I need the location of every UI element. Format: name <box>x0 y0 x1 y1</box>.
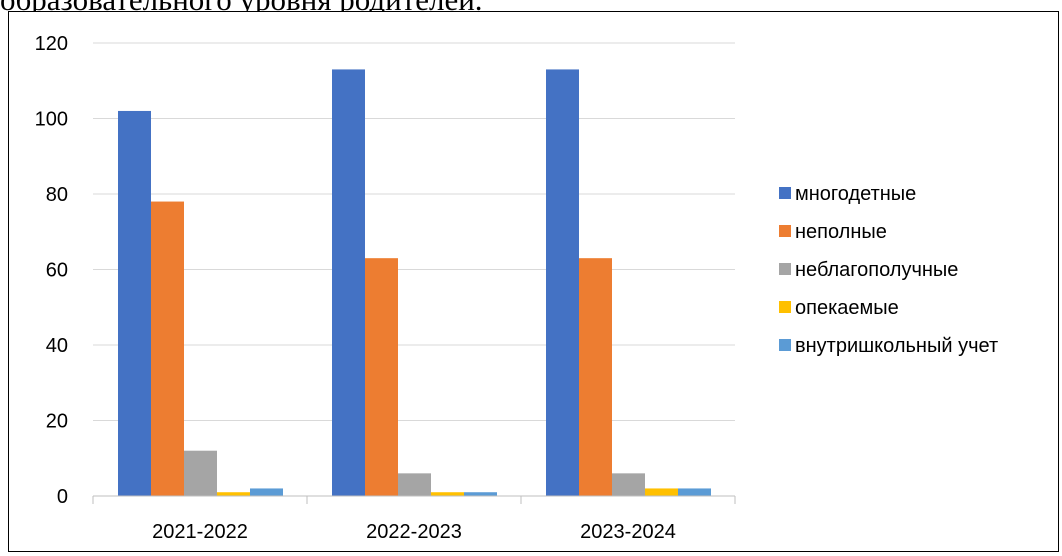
bar-опекаемые-2021-2022 <box>217 492 250 496</box>
bar-многодетные-2021-2022 <box>118 110 151 496</box>
y-tick-label-100: 100 <box>35 109 68 131</box>
x-axis-tick-labels: 2021-2022 2022-2023 2023-2024 <box>152 521 676 543</box>
bars <box>118 69 711 497</box>
legend-swatch-неполные <box>779 225 791 237</box>
legend-label-многодетные: многодетные <box>795 183 916 205</box>
legend-swatch-неблагополучные <box>779 263 791 275</box>
bar-chart: 0 20 40 60 80 100 120 2021-2022 2022-2023 2023-2… <box>35 33 998 543</box>
bar-многодетные-2022-2023 <box>332 69 365 497</box>
gridlines <box>93 42 735 421</box>
legend: многодетные неполные неблагополучные опекае… <box>779 183 998 357</box>
y-tick-label-120: 120 <box>35 33 68 55</box>
x-axis <box>92 495 736 504</box>
bar-неполные-2022-2023 <box>365 258 398 496</box>
y-tick-label-80: 80 <box>46 184 68 206</box>
y-tick-label-0: 0 <box>57 486 68 508</box>
x-tick-label-2023-2024: 2023-2024 <box>580 521 676 543</box>
bar-многодетные-2023-2024 <box>546 69 579 497</box>
x-tick-label-2022-2023: 2022-2023 <box>366 521 462 543</box>
x-tick-label-2021-2022: 2021-2022 <box>152 521 248 543</box>
legend-swatch-многодетные <box>779 187 791 199</box>
bar-внутришкольный учет-2022-2023 <box>464 492 497 496</box>
bar-опекаемые-2023-2024 <box>645 488 678 496</box>
bar-внутришкольный учет-2021-2022 <box>250 488 283 496</box>
bar-внутришкольный учет-2023-2024 <box>678 488 711 496</box>
bar-неполные-2021-2022 <box>151 201 184 497</box>
legend-label-неблагополучные: неблагополучные <box>795 259 958 281</box>
legend-label-неполные: неполные <box>795 221 887 243</box>
legend-label-опекаемые: опекаемые <box>795 297 899 319</box>
bar-неблагополучные-2021-2022 <box>184 450 217 496</box>
legend-label-внутришкольный учет: внутришкольный учет <box>795 335 998 357</box>
chart-frame: 0 20 40 60 80 100 120 2021-2022 2022-2023 2023-2… <box>8 11 1059 552</box>
legend-swatch-опекаемые <box>779 301 791 313</box>
bar-неполные-2023-2024 <box>579 258 612 496</box>
y-tick-label-20: 20 <box>46 411 68 433</box>
legend-swatch-внутришкольный учет <box>779 339 791 351</box>
bar-неблагополучные-2022-2023 <box>398 473 431 496</box>
y-axis-tick-labels: 0 20 40 60 80 100 120 <box>35 33 68 508</box>
bar-опекаемые-2022-2023 <box>431 492 464 496</box>
bar-неблагополучные-2023-2024 <box>612 473 645 496</box>
y-tick-label-60: 60 <box>46 260 68 282</box>
y-tick-label-40: 40 <box>46 335 68 357</box>
